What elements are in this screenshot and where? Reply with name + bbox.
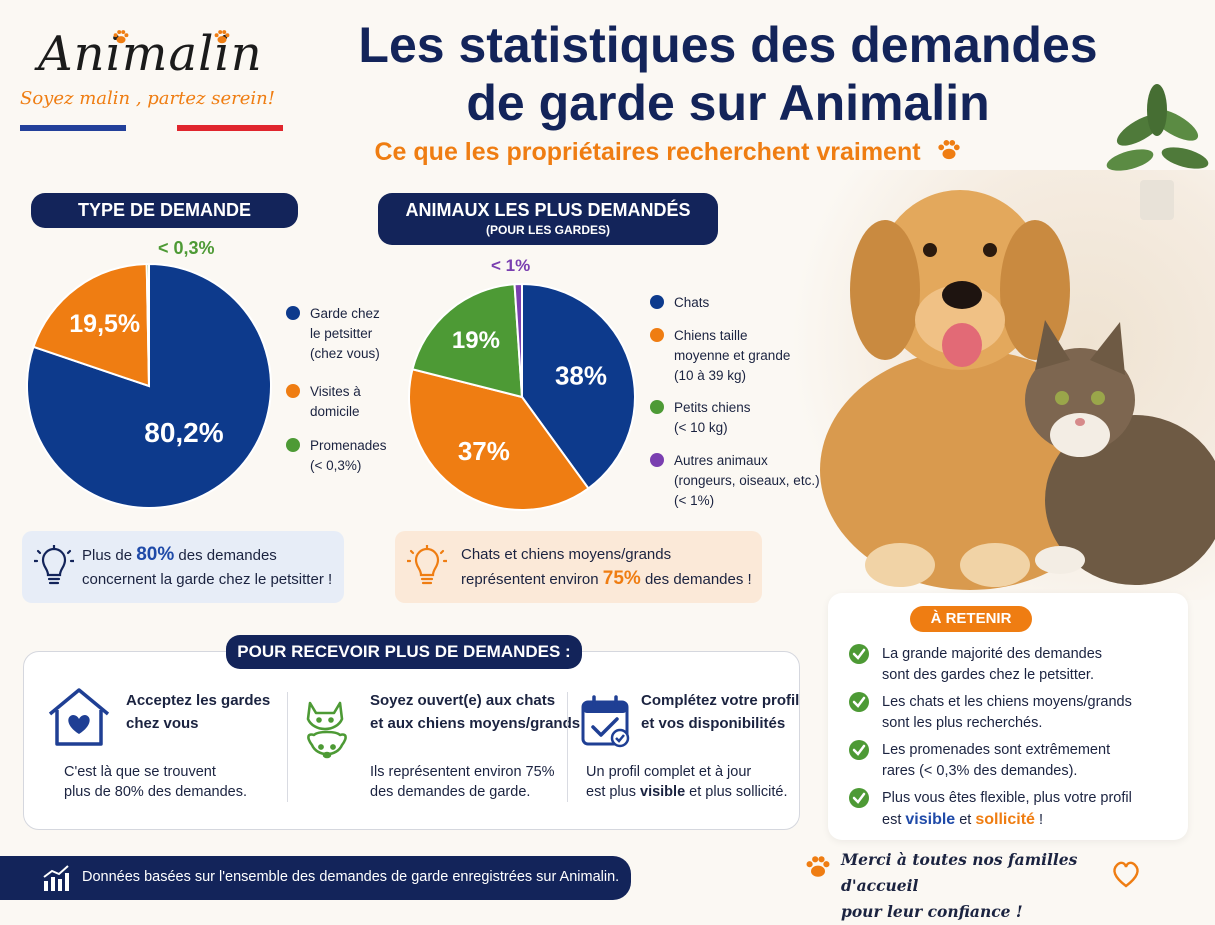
legend-item: Chats bbox=[650, 293, 709, 313]
legend-animals: Chats Chiens taille moyenne et grande (10 … bbox=[650, 293, 820, 513]
page-title: Les statistiques des demandes de garde s… bbox=[358, 17, 1098, 131]
paw-icon bbox=[937, 139, 960, 160]
legend-dot-icon bbox=[650, 400, 664, 414]
bar-chart-icon bbox=[43, 865, 69, 891]
heart-icon bbox=[1113, 861, 1139, 888]
pie1-small-slice-label: < 0,3% bbox=[158, 238, 215, 258]
legend-item: Visites à domicile bbox=[286, 382, 361, 422]
reco-title-3: Complétez votre profil et vos disponibili… bbox=[641, 692, 800, 732]
reco-text-3: Un profil complet et à jour est plus vis… bbox=[586, 764, 788, 800]
legend-item: Garde chez le petsitter (chez vous) bbox=[286, 304, 380, 364]
insight-text: Plus de 80% des demandes concernent la g… bbox=[82, 544, 333, 588]
pie-chart-request-type: 80,2% 19,5% bbox=[26, 262, 272, 509]
pie-slice bbox=[32, 263, 151, 388]
legend-item: Promenades (< 0,3%) bbox=[286, 436, 387, 476]
reco-title-1: Acceptez les gardes chez vous bbox=[126, 692, 271, 732]
footer-source-note: Données basées sur l'ensemble des demand… bbox=[0, 856, 631, 900]
check-icon bbox=[849, 740, 869, 760]
recommendations-panel bbox=[23, 651, 800, 830]
pie-data-label: 19,5% bbox=[69, 310, 140, 338]
legend-dot-icon bbox=[286, 306, 300, 320]
legend-item: Petits chiens (< 10 kg) bbox=[650, 398, 751, 438]
legend-item: Chiens taille moyenne et grande (10 à 39 k… bbox=[650, 326, 790, 386]
reco-text-2: Ils représentent environ 75% des demandes… bbox=[370, 764, 555, 800]
pie-data-label: 80,2% bbox=[144, 417, 223, 448]
pie-slice bbox=[411, 283, 524, 399]
page-subtitle: Ce que les propriétaires recherchent vra… bbox=[318, 137, 1018, 167]
legend-item: Autres animaux (rongeurs, oiseaux, etc.)(… bbox=[650, 451, 820, 511]
logo-tagline: Soyez malin , partez serein! bbox=[20, 88, 275, 109]
dog-and-cat-photo bbox=[790, 170, 1215, 600]
paw-icon bbox=[806, 856, 830, 877]
pie-slice bbox=[521, 282, 636, 490]
key-takeaways-title: À RETENIR bbox=[910, 606, 1032, 632]
insight-box-petsitter: Plus de 80% des demandes concernent la g… bbox=[22, 531, 344, 603]
reco-text-1: C'est là que se trouvent plus de 80% des … bbox=[64, 764, 247, 800]
pie-data-label: 19% bbox=[452, 327, 500, 354]
recommendations-title: POUR RECEVOIR PLUS DE DEMANDES : bbox=[226, 635, 582, 669]
paw-icon bbox=[214, 30, 230, 44]
pie-data-label: 37% bbox=[458, 436, 510, 466]
takeaway-item: Les chats et les chiens moyens/grands son… bbox=[849, 692, 1179, 734]
pie-data-label: 38% bbox=[555, 361, 607, 391]
pie-slice bbox=[513, 282, 523, 398]
pie-slice bbox=[145, 262, 150, 387]
chart2-title: ANIMAUX LES PLUS DEMANDÉS (POUR LES GARD… bbox=[378, 193, 718, 245]
house-heart-icon bbox=[48, 688, 110, 746]
key-takeaways-panel bbox=[828, 593, 1188, 840]
flag-bar-blue bbox=[20, 125, 126, 131]
insight-text: Chats et chiens moyens/grands représente… bbox=[461, 546, 752, 589]
pie-chart-animals: 38% 37% 19% bbox=[408, 282, 636, 511]
legend-dot-icon bbox=[286, 384, 300, 398]
pie-slice bbox=[408, 368, 590, 511]
logo-wordmark: Animalin bbox=[38, 26, 263, 82]
legend-dot-icon bbox=[650, 453, 664, 467]
pie2-small-slice-label: < 1% bbox=[491, 256, 531, 275]
legend-request-type: Garde chez le petsitter (chez vous) Visite… bbox=[286, 304, 396, 484]
insight-box-animals: Chats et chiens moyens/grands représente… bbox=[395, 531, 762, 603]
paw-icon bbox=[113, 30, 129, 44]
chart1-title: TYPE DE DEMANDE bbox=[31, 193, 298, 228]
divider bbox=[287, 692, 288, 802]
divider bbox=[567, 692, 568, 802]
calendar-check-icon bbox=[581, 695, 630, 748]
takeaway-item: Plus vous êtes flexible, plus votre prof… bbox=[849, 788, 1179, 831]
check-icon bbox=[849, 692, 869, 712]
lightbulb-icon bbox=[407, 545, 447, 585]
legend-dot-icon bbox=[286, 438, 300, 452]
check-icon bbox=[849, 788, 869, 808]
reco-title-2: Soyez ouvert(e) aux chats et aux chiens m… bbox=[370, 692, 581, 732]
lightbulb-icon bbox=[34, 545, 74, 585]
plant-decoration bbox=[1106, 84, 1209, 220]
check-icon bbox=[849, 644, 869, 664]
legend-dot-icon bbox=[650, 295, 664, 309]
flag-bar-red bbox=[177, 125, 283, 131]
thanks-message: Merci à toutes nos familles d'accueil pou… bbox=[841, 850, 1078, 921]
takeaway-item: Les promenades sont extrêmement rares (< … bbox=[849, 740, 1179, 782]
takeaway-item: La grande majorité des demandes sont des … bbox=[849, 644, 1179, 686]
legend-dot-icon bbox=[650, 328, 664, 342]
cat-and-dog-icon bbox=[306, 701, 347, 759]
